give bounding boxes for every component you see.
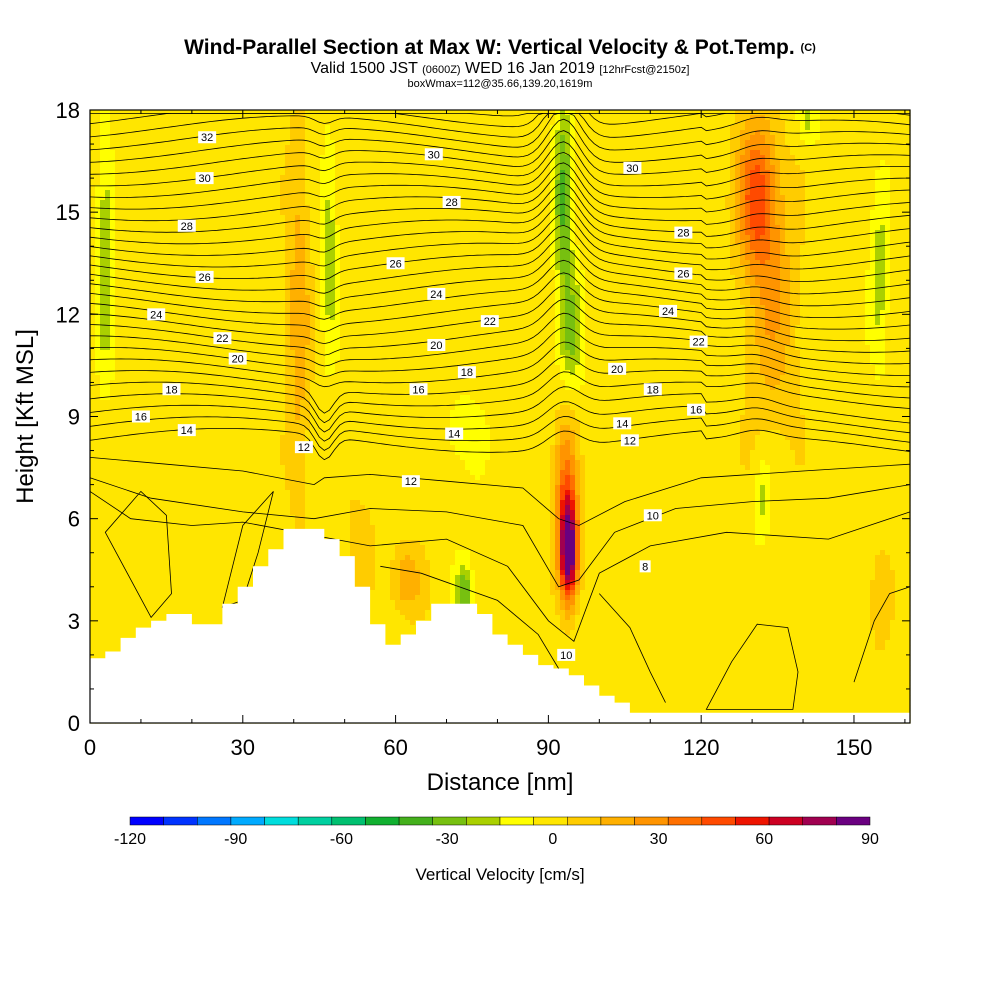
contour-label: 12	[298, 442, 310, 454]
colorbar-swatch	[466, 817, 500, 825]
y-tick-label: 18	[56, 98, 80, 123]
contour-label: 18	[165, 384, 177, 396]
y-tick-label: 15	[56, 200, 80, 225]
contour-label: 30	[428, 149, 440, 161]
y-tick-label: 9	[68, 405, 80, 430]
contour-label: 26	[677, 268, 689, 280]
contour-label: 16	[690, 405, 702, 417]
contour-label: 10	[560, 650, 572, 662]
colorbar-tick-label: -30	[436, 831, 459, 848]
colorbar-swatch	[601, 817, 635, 825]
y-tick-label: 3	[68, 609, 80, 634]
contour-label: 26	[198, 272, 210, 284]
contour-label: 14	[616, 418, 628, 430]
contour-label: 22	[216, 333, 228, 345]
contour-label: 14	[448, 429, 460, 441]
colorbar-swatch	[735, 817, 769, 825]
colorbar-label: Vertical Velocity [cm/s]	[415, 865, 584, 884]
x-tick-label: 150	[836, 735, 873, 760]
contour-label: 12	[405, 476, 417, 488]
colorbar-swatch	[399, 817, 433, 825]
colorbar-swatch	[803, 817, 837, 825]
contour-label: 28	[677, 228, 689, 240]
colorbar-tick-label: -60	[330, 831, 353, 848]
contour-label: 26	[389, 258, 401, 270]
colorbar-swatch	[567, 817, 601, 825]
colorbar-swatch	[635, 817, 669, 825]
x-tick-label: 30	[231, 735, 255, 760]
colorbar-swatch	[836, 817, 870, 825]
contour-label: 8	[642, 561, 648, 573]
x-tick-label: 0	[84, 735, 96, 760]
colorbar-swatch	[433, 817, 467, 825]
contour-label: 22	[693, 337, 705, 349]
y-tick-label: 0	[68, 711, 80, 736]
colorbar-tick-label: -120	[114, 831, 146, 848]
contour-label: 18	[461, 367, 473, 379]
contour-label: 24	[662, 306, 674, 318]
x-tick-label: 60	[383, 735, 407, 760]
colorbar: -120 -90 -60 -30 0 30 60 90 Vertical Velocity [c…	[114, 817, 879, 884]
colorbar-tick-label: 0	[548, 831, 557, 848]
colorbar-swatch	[702, 817, 736, 825]
y-tick-label: 6	[68, 507, 80, 532]
colorbar-tick-label: 30	[650, 831, 668, 848]
contour-label: 22	[484, 316, 496, 328]
colorbar-swatch	[197, 817, 231, 825]
contour-label: 28	[181, 221, 193, 233]
colorbar-swatch	[231, 817, 265, 825]
y-axis-label: Height [Kft MSL]	[12, 329, 39, 504]
colorbar-tick-label: 60	[755, 831, 773, 848]
colorbar-swatch	[500, 817, 534, 825]
contour-label: 28	[445, 197, 457, 209]
contour-label: 14	[181, 425, 193, 437]
contour-label: 12	[624, 435, 636, 447]
y-tick-label: 12	[56, 302, 80, 327]
colorbar-swatch	[365, 817, 399, 825]
x-tick-label: 120	[683, 735, 720, 760]
contour-label: 30	[626, 163, 638, 175]
colorbar-swatch	[769, 817, 803, 825]
colorbar-swatch	[534, 817, 568, 825]
colorbar-swatch	[265, 817, 299, 825]
contour-label: 18	[647, 384, 659, 396]
colorbar-swatch	[298, 817, 332, 825]
contour-label: 20	[232, 354, 244, 366]
colorbar-swatch	[130, 817, 164, 825]
x-axis-label: Distance [nm]	[427, 769, 574, 796]
contour-label: 20	[430, 340, 442, 352]
contour-label: 24	[430, 289, 442, 301]
colorbar-swatch	[332, 817, 366, 825]
contour-label: 32	[201, 132, 213, 144]
colorbar-tick-label: 90	[861, 831, 879, 848]
contour-label: 16	[412, 384, 424, 396]
contour-label: 10	[647, 510, 659, 522]
colorbar-tick-label: -90	[224, 831, 247, 848]
contour-label: 16	[135, 412, 147, 424]
contour-label: 24	[150, 309, 162, 321]
contour-label: 30	[198, 173, 210, 185]
colorbar-swatch	[164, 817, 198, 825]
x-tick-label: 90	[536, 735, 560, 760]
colorbar-swatch	[668, 817, 702, 825]
contour-label: 20	[611, 364, 623, 376]
